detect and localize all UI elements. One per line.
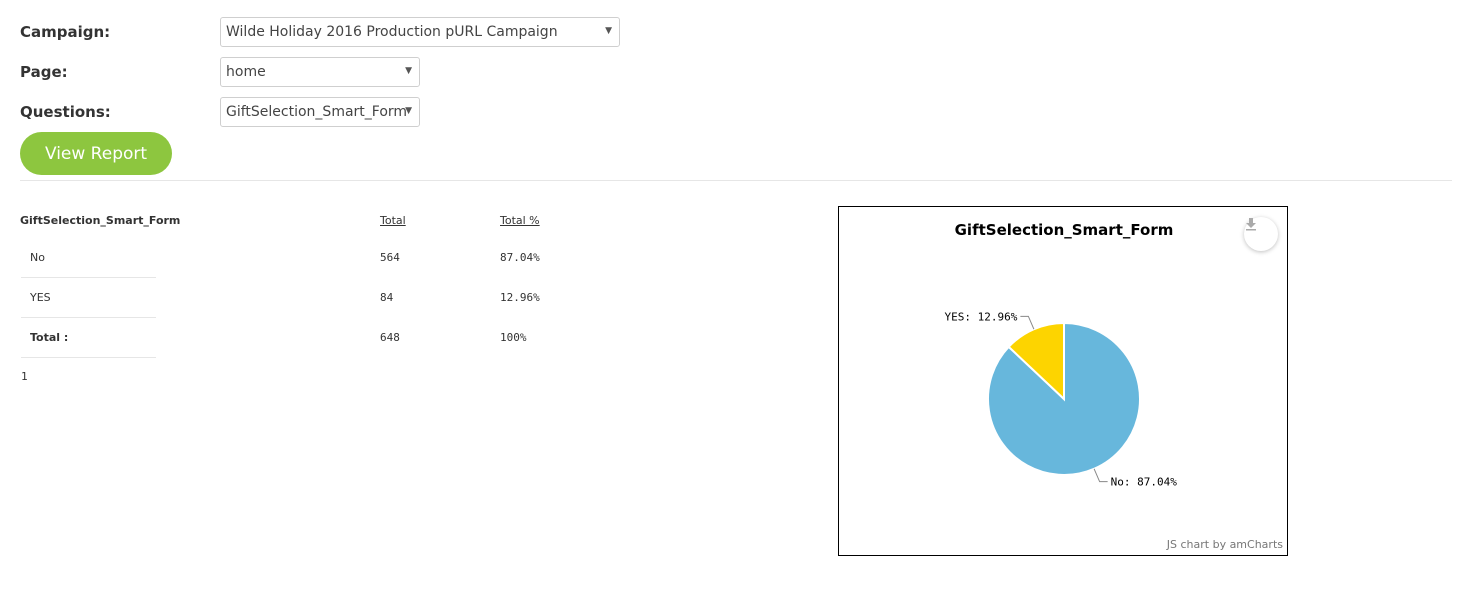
- row-pct: 87.04%: [500, 251, 540, 264]
- view-report-button[interactable]: View Report: [20, 132, 172, 175]
- campaign-row: Campaign: Wilde Holiday 2016 Production …: [20, 17, 620, 47]
- questions-row: Questions: GiftSelection_Smart_Form ▼: [20, 97, 420, 127]
- pie-chart: GiftSelection_Smart_Form No: 87.04% YES: …: [838, 206, 1288, 556]
- questions-select[interactable]: GiftSelection_Smart_Form ▼: [220, 97, 420, 127]
- chevron-down-icon: ▼: [605, 26, 612, 36]
- total-column-header[interactable]: Total: [380, 214, 406, 227]
- total-row-label: Total :: [30, 331, 69, 344]
- questions-select-value: GiftSelection_Smart_Form: [226, 104, 408, 120]
- page-row: Page: home ▼: [20, 57, 420, 87]
- download-icon: [1246, 218, 1256, 231]
- row-label: No: [30, 251, 45, 264]
- row-label: YES: [30, 291, 51, 304]
- chart-title: GiftSelection_Smart_Form: [955, 221, 1174, 239]
- table-total-row: Total :: [21, 318, 156, 358]
- pie-slice-yes[interactable]: [1007, 321, 1065, 402]
- pie-slice-label: No: 87.04%: [1111, 476, 1178, 489]
- questions-label: Questions:: [20, 103, 111, 121]
- chart-export-button[interactable]: [1244, 217, 1278, 251]
- table-row: YES: [21, 278, 156, 318]
- page-label: Page:: [20, 63, 68, 81]
- table-row: No: [21, 238, 156, 278]
- total-row-pct: 100%: [500, 331, 527, 344]
- pie-slice-label: YES: 12.96%: [945, 310, 1018, 323]
- row-pct: 12.96%: [500, 291, 540, 304]
- chart-credit[interactable]: JS chart by amCharts: [1166, 538, 1283, 551]
- total-pct-column-header[interactable]: Total %: [500, 214, 540, 227]
- chevron-down-icon: ▼: [405, 66, 412, 76]
- pie-chart-svg: GiftSelection_Smart_Form No: 87.04% YES: …: [945, 221, 1178, 489]
- campaign-select[interactable]: Wilde Holiday 2016 Production pURL Campa…: [220, 17, 620, 47]
- chevron-down-icon: ▼: [405, 106, 412, 116]
- pagination-page[interactable]: 1: [21, 370, 28, 383]
- divider: [20, 180, 1452, 181]
- row-total: 84: [380, 291, 394, 304]
- pie-label-leader-line: [1020, 315, 1035, 330]
- page-select[interactable]: home ▼: [220, 57, 420, 87]
- pie-label-leader-line: [1093, 468, 1108, 483]
- total-row-total: 648: [380, 331, 400, 344]
- campaign-label: Campaign:: [20, 23, 111, 41]
- question-column-header: GiftSelection_Smart_Form: [20, 214, 181, 227]
- page-select-value: home: [226, 64, 266, 80]
- row-total: 564: [380, 251, 400, 264]
- campaign-select-value: Wilde Holiday 2016 Production pURL Campa…: [226, 24, 558, 40]
